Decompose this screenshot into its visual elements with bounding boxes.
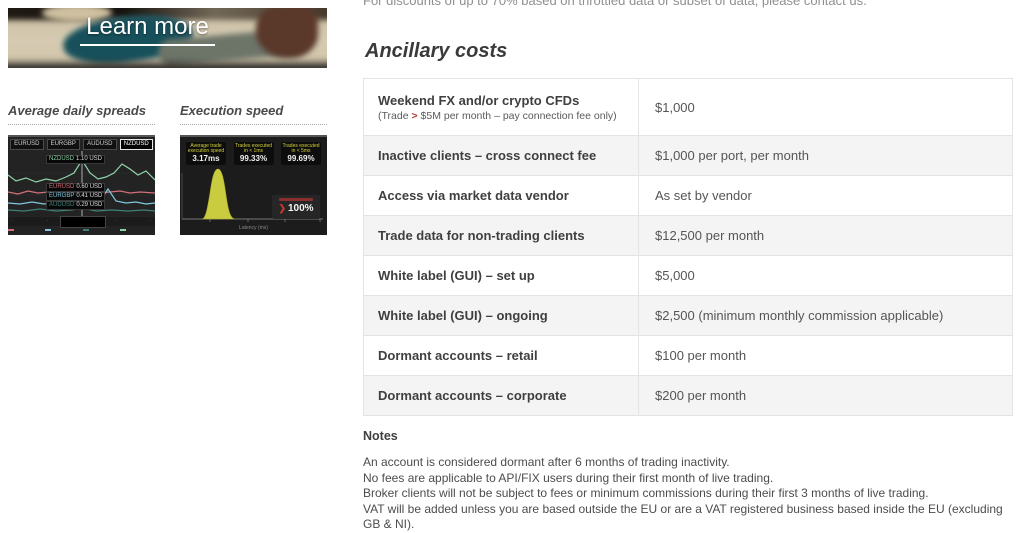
table-row: Access via market data vendor As set by … <box>364 176 1012 216</box>
fee-value-cell: $2,500 (minimum monthly commission appli… <box>655 308 944 323</box>
stat-avg-speed: Average trade execution speed 3.17ms <box>186 142 226 165</box>
stat-executed-1: Trades executed in < 1ms 99.33% <box>233 142 274 165</box>
tooltip-eurusd: EURUSD 0.60 USD <box>46 183 106 192</box>
table-row: White label (GUI) – set up $5,000 <box>364 256 1012 296</box>
discount-note-text: For discounts of up to 70% based on thro… <box>363 0 867 8</box>
note-line: VAT will be added unless you are based o… <box>363 501 1003 532</box>
average-daily-spreads-chart[interactable]: EURUSD EURGBP AUDUSD NZDUSD NZDUSD 1.10 U… <box>8 135 155 235</box>
note-line: Broker clients will not be subject to fe… <box>363 486 929 500</box>
legend-eurusd: EURUSD <box>8 227 39 235</box>
fee-label-cell: Dormant accounts – retail <box>364 336 639 375</box>
stat-executed-2: Trades executed in < 5ms 99.69% <box>281 142 321 165</box>
note-line: An account is considered dormant after 6… <box>363 455 730 469</box>
tab-nzdusd[interactable]: NZDUSD <box>119 139 153 150</box>
execution-speed-chart[interactable]: Average trade execution speed 3.17ms Tra… <box>180 135 327 235</box>
legend-audusd: AUDUSD <box>82 227 114 235</box>
legend-eurgbp: EURGBP <box>45 227 76 235</box>
tooltip-nzdusd: NZDUSD 1.10 USD <box>46 155 106 164</box>
tooltip-eurgbp: EURGBP 0.41 USD <box>46 192 106 201</box>
fee-label-cell: Weekend FX and/or crypto CFDs (Trade > $… <box>364 79 639 135</box>
promo-photo-boots <box>256 8 318 58</box>
promo-banner[interactable]: Learn more <box>8 8 327 68</box>
fee-label-cell: White label (GUI) – set up <box>364 256 639 295</box>
note-line: No fees are applicable to API/FIX users … <box>363 470 774 485</box>
fee-label-cell: Trade data for non-trading clients <box>364 216 639 255</box>
legend-nzdusd: NZDUSD <box>120 227 151 235</box>
tab-audusd[interactable]: AUDUSD <box>83 139 117 150</box>
uptime-badge: ❯ 100% <box>272 195 320 219</box>
promo-photo-bottom-band <box>8 60 327 68</box>
spreads-date-box <box>60 216 106 228</box>
fee-value-cell: $12,500 per month <box>655 228 765 243</box>
table-row: Weekend FX and/or crypto CFDs (Trade > $… <box>364 79 1012 136</box>
execution-section-label: Execution speed <box>180 103 327 125</box>
tab-eurgbp[interactable]: EURGBP <box>46 139 80 150</box>
fee-value-cell: $1,000 per port, per month <box>655 148 809 163</box>
tooltip-audusd: AUDUSD 0.29 USD <box>46 201 106 210</box>
latency-histogram <box>181 168 323 222</box>
ancillary-costs-table: Weekend FX and/or crypto CFDs (Trade > $… <box>363 78 1013 416</box>
table-row: Inactive clients – cross connect fee $1,… <box>364 136 1012 176</box>
fee-value-cell: $100 per month <box>655 348 747 363</box>
tab-eurusd[interactable]: EURUSD <box>10 139 44 150</box>
table-row: Dormant accounts – corporate $200 per mo… <box>364 376 1012 416</box>
fee-value-cell: As set by vendor <box>655 188 752 203</box>
spreads-legend: EURUSD EURGBP AUDUSD NZDUSD <box>8 227 155 235</box>
fee-label-cell: Access via market data vendor <box>364 176 639 215</box>
table-row: Dormant accounts – retail $100 per month <box>364 336 1012 376</box>
learn-more-link[interactable]: Learn more <box>8 13 287 46</box>
notes-section: Notes An account is considered dormant a… <box>363 429 1018 533</box>
fee-value-cell: $1,000 <box>655 99 695 115</box>
spreads-tabs: EURUSD EURGBP AUDUSD NZDUSD <box>8 139 155 150</box>
fee-label-cell: White label (GUI) – ongoing <box>364 296 639 335</box>
table-row: Trade data for non-trading clients $12,5… <box>364 216 1012 256</box>
uptime-value: 100% <box>287 203 314 214</box>
page-title: Ancillary costs <box>365 40 508 62</box>
fee-label-cell: Dormant accounts – corporate <box>364 376 639 415</box>
uptime-caption-bar <box>279 198 313 201</box>
fee-value-cell: $5,000 <box>655 268 695 283</box>
notes-heading: Notes <box>363 429 398 443</box>
table-row: White label (GUI) – ongoing $2,500 (mini… <box>364 296 1012 336</box>
fee-value-cell: $200 per month <box>655 388 747 403</box>
fee-label-cell: Inactive clients – cross connect fee <box>364 136 639 175</box>
promo-photo-pillow <box>42 8 112 22</box>
latency-axis-label: Latency (ms) <box>239 225 268 231</box>
learn-more-label: Learn more <box>80 13 215 46</box>
chevron-right-icon: ❯ <box>278 203 286 213</box>
spreads-section-label: Average daily spreads <box>8 103 155 125</box>
execution-stats: Average trade execution speed 3.17ms Tra… <box>180 142 327 165</box>
